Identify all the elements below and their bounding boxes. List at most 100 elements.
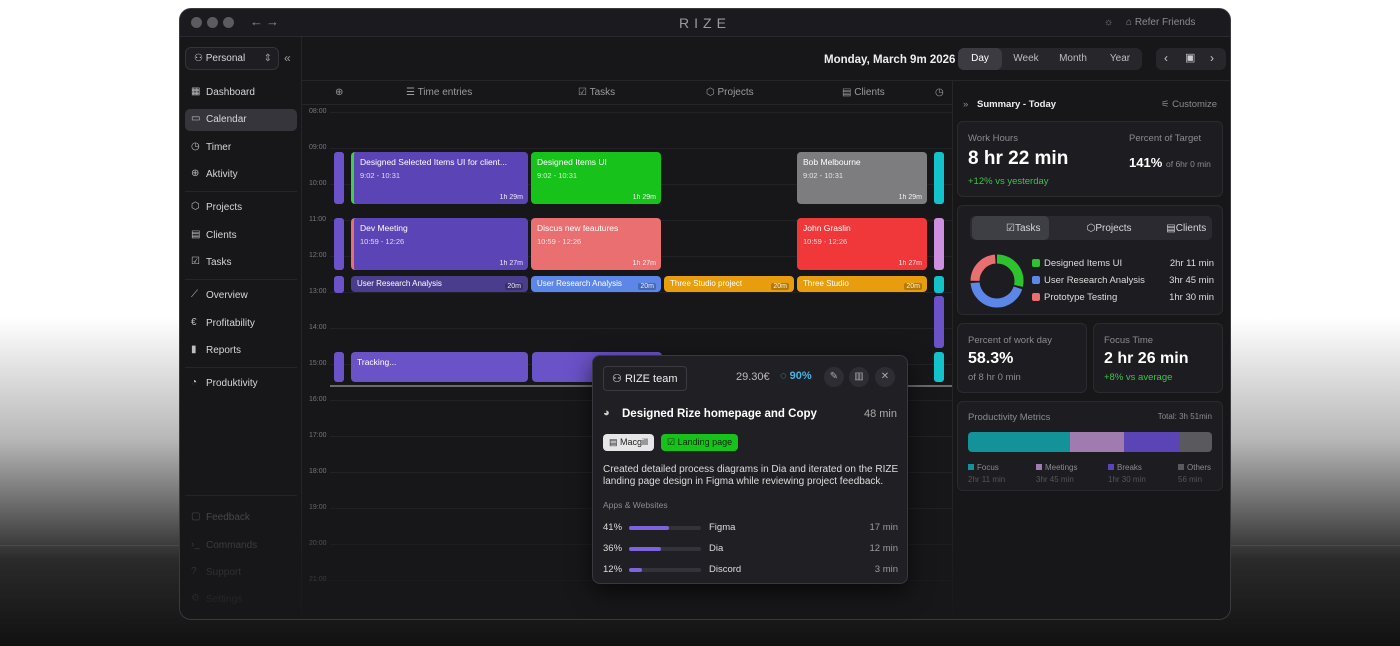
- tab-clients[interactable]: ▤ Clients: [1132, 216, 1210, 240]
- workday-label: Percent of work day: [968, 335, 1052, 346]
- hour-label: 20:00: [309, 540, 327, 547]
- task-entry[interactable]: Designed Items UI 9:02 - 10:31 1h 29m: [531, 152, 661, 204]
- metric-legend: Breaks 1hr 30 min: [1108, 462, 1146, 486]
- summary-panel: » Summary - Today ⚟ Customize Work Hours…: [952, 81, 1230, 619]
- activity-tick[interactable]: [334, 352, 344, 382]
- metrics-total: Total: 3h 51min: [1157, 412, 1212, 421]
- event-duration: 20m: [904, 283, 922, 290]
- sidebar-item-timer[interactable]: ◷ Timer: [185, 137, 297, 159]
- app-percent: 36%: [603, 543, 623, 554]
- calendar-icon: ▭: [191, 113, 201, 124]
- event-title: Three Studio: [803, 279, 849, 288]
- view-month-tab[interactable]: Month: [1059, 53, 1087, 64]
- edit-icon[interactable]: ✎: [824, 367, 844, 387]
- view-week-tab[interactable]: Week: [1013, 53, 1039, 64]
- event-title: Tracking...: [357, 357, 397, 367]
- activity-tick[interactable]: [934, 218, 944, 270]
- sidebar-item-projects[interactable]: ⬡ Projects: [185, 197, 297, 219]
- view-year-tab[interactable]: Year: [1109, 53, 1131, 64]
- window-maximize-dot[interactable]: [223, 17, 234, 28]
- terminal-icon: ›_: [191, 539, 200, 550]
- sidebar-item-label: Clients: [206, 230, 237, 241]
- activity-tick[interactable]: [934, 276, 944, 293]
- sidebar-item-commands[interactable]: ›_ Commands: [185, 535, 297, 557]
- time-entry[interactable]: Dev Meeting 10:59 - 12:26 1h 27m: [351, 218, 528, 270]
- refer-friends-link[interactable]: ⌂ Refer Friends: [1126, 17, 1196, 28]
- sidebar-item-tasks[interactable]: ☑ Tasks: [185, 252, 297, 274]
- sidebar-item-dashboard[interactable]: ▦ Dashboard: [185, 82, 297, 104]
- view-day-tab[interactable]: Day: [958, 48, 1002, 70]
- task-entry[interactable]: User Research Analysis 20m: [531, 276, 661, 292]
- timer-icon[interactable]: ◷: [935, 87, 944, 98]
- entry-title: Designed Rize homepage and Copy: [622, 408, 817, 420]
- sidebar-item-overview[interactable]: ⟋ Overview: [185, 285, 297, 307]
- tag-project[interactable]: ☑ Landing page: [661, 434, 739, 451]
- tracking-entry[interactable]: Tracking...: [351, 352, 528, 382]
- chevron-left-icon[interactable]: ‹: [1164, 51, 1168, 65]
- sidebar-item-settings[interactable]: ⚙ Settings: [185, 589, 297, 611]
- client-entry[interactable]: Bob Melbourne 9:02 - 10:31 1h 29m: [797, 152, 927, 204]
- activity-tick[interactable]: [934, 296, 944, 348]
- team-selector[interactable]: ⚇ RIZE team: [603, 366, 687, 391]
- forward-arrow-icon[interactable]: →: [266, 14, 279, 29]
- globe-icon[interactable]: ⊕: [335, 87, 344, 98]
- tasks-donut-chart: [970, 254, 1024, 308]
- linechart-icon: ⟋: [191, 289, 198, 300]
- activity-tick[interactable]: [334, 152, 344, 204]
- app-usage-row: 12% Discord 3 min: [603, 564, 898, 578]
- column-label: Clients: [854, 87, 885, 98]
- sun-icon[interactable]: ☼: [1104, 17, 1114, 28]
- back-arrow-icon[interactable]: ←: [250, 14, 263, 29]
- tab-projects[interactable]: ⬡ Projects: [1052, 216, 1132, 240]
- sidebar-item-calendar[interactable]: ▭ Calendar: [185, 109, 297, 131]
- view-switcher: Day Week Month Year: [958, 48, 1142, 70]
- tab-tasks[interactable]: ☑ Tasks: [972, 216, 1049, 240]
- sidebar-item-profitability[interactable]: € Profitability: [185, 313, 297, 335]
- expand-icon[interactable]: »: [963, 99, 969, 110]
- calendar-column-headers: ⊕ ☰ Time entries ☑ Tasks ⬡ Projects ▤ Cl…: [302, 81, 952, 105]
- window-minimize-dot[interactable]: [207, 17, 218, 28]
- trash-icon[interactable]: ▥: [849, 367, 869, 387]
- event-duration: 20m: [505, 283, 523, 290]
- task-entry[interactable]: Discus new feautures 10:59 - 12:26 1h 27…: [531, 218, 661, 270]
- sidebar-item-feedback[interactable]: ▢ Feedback: [185, 507, 297, 529]
- time-entry[interactable]: User Research Analysis 20m: [351, 276, 528, 292]
- target-value: 141%: [1129, 155, 1163, 170]
- calendar-icon[interactable]: ▣: [1185, 52, 1196, 64]
- activity-tick[interactable]: [934, 152, 944, 204]
- activity-tick[interactable]: [934, 352, 944, 382]
- column-time-entries[interactable]: ☰ Time entries: [406, 87, 473, 98]
- legend-swatch: [1178, 464, 1184, 470]
- customize-button[interactable]: ⚟ Customize: [1161, 99, 1218, 110]
- column-tasks[interactable]: ☑ Tasks: [578, 87, 616, 98]
- collapse-sidebar-icon[interactable]: «: [284, 51, 291, 65]
- sidebar-item-produktivity[interactable]: ◔ Produktivity: [185, 373, 297, 395]
- chevron-right-icon[interactable]: ›: [1210, 51, 1214, 65]
- window-close-dot[interactable]: [191, 17, 202, 28]
- project-entry[interactable]: Three Studio project 20m: [664, 276, 794, 292]
- sidebar-item-aktivity[interactable]: ⊕ Aktivity: [185, 164, 297, 186]
- workday-card: Percent of work day 58.3% of 8 hr 0 min: [957, 323, 1087, 393]
- sidebar-item-label: Feedback: [206, 512, 250, 523]
- hour-label: 21:00: [309, 576, 327, 583]
- column-projects[interactable]: ⬡ Projects: [706, 87, 754, 98]
- workspace-selector[interactable]: ⚇ Personal ⇕: [185, 47, 279, 70]
- close-icon[interactable]: ✕: [875, 367, 895, 387]
- legend-row: Prototype Testing 1hr 30 min: [1032, 292, 1214, 303]
- progress-indicator: ◌ 90%: [780, 370, 812, 382]
- legend-name: Prototype Testing: [1044, 292, 1118, 303]
- activity-tick[interactable]: [334, 276, 344, 293]
- sidebar-item-support[interactable]: ? Support: [185, 562, 297, 584]
- work-hours-card: Work Hours 8 hr 22 min +12% vs yesterday…: [957, 121, 1223, 197]
- activity-tick[interactable]: [334, 218, 344, 270]
- client-entry[interactable]: John Graslin 10:59 - 12:26 1h 27m: [797, 218, 927, 270]
- column-clients[interactable]: ▤ Clients: [842, 87, 885, 98]
- metric-value: 3hr 45 min: [1036, 475, 1074, 484]
- sidebar-item-reports[interactable]: ▮ Reports: [185, 340, 297, 362]
- sidebar-item-clients[interactable]: ▤ Clients: [185, 225, 297, 247]
- client-entry[interactable]: Three Studio 20m: [797, 276, 927, 292]
- tag-client[interactable]: ▤ Macgill: [603, 434, 655, 451]
- sidebar: ⚇ Personal ⇕ « ▦ Dashboard ▭ Calendar ◷ Tim…: [180, 37, 302, 619]
- time-entry[interactable]: Designed Selected Items UI for client...…: [351, 152, 528, 204]
- grid-icon: ▦: [191, 86, 201, 97]
